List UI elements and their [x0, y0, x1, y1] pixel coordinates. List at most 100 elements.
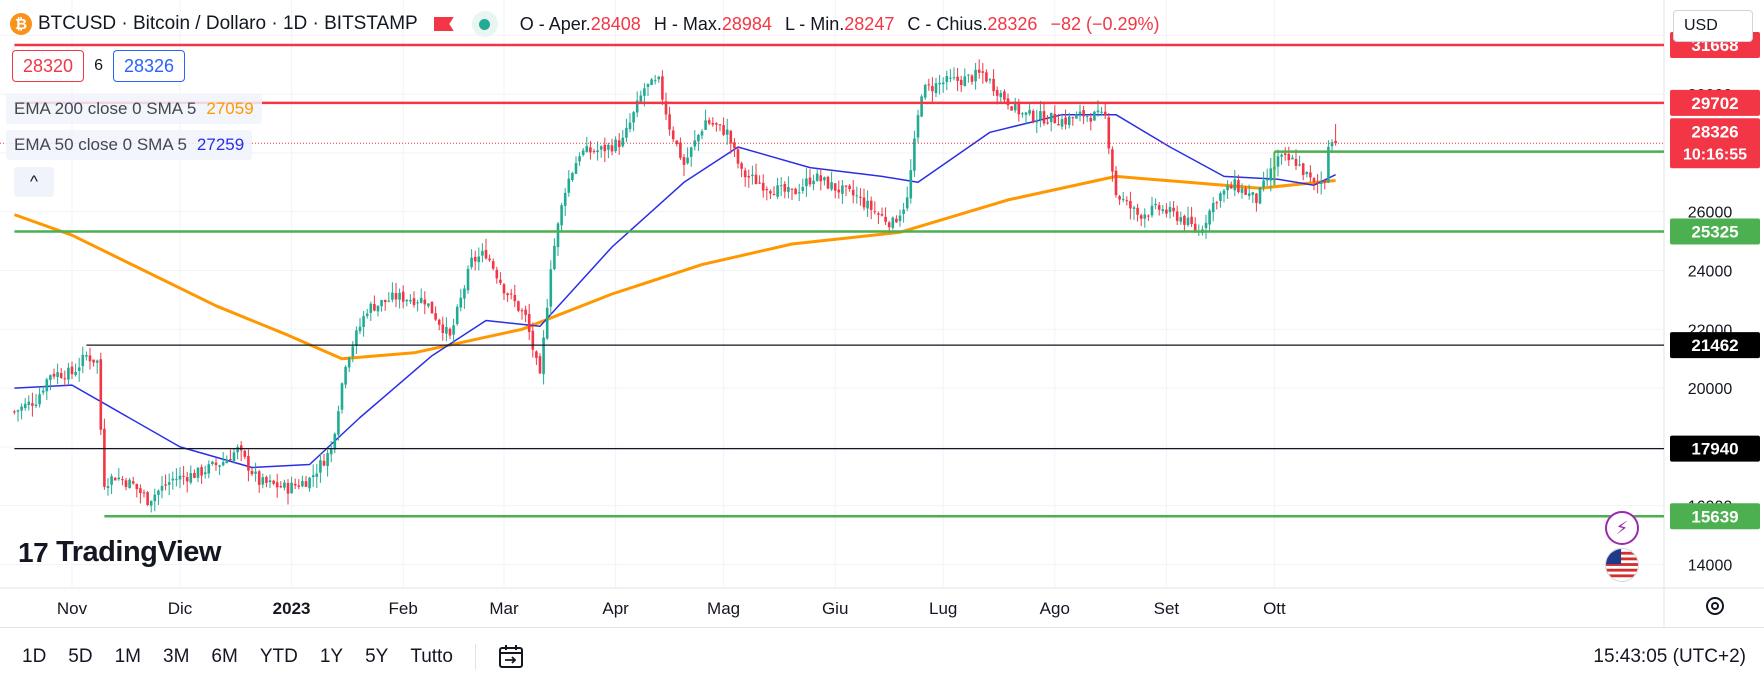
range-all-button[interactable]: Tutto	[410, 645, 453, 667]
candle	[733, 138, 736, 158]
candle	[146, 491, 149, 506]
candle	[801, 178, 805, 194]
candle-body	[1265, 179, 1269, 181]
range-5d-button[interactable]: 5D	[68, 645, 93, 667]
candle-body	[221, 462, 225, 466]
candle	[542, 330, 545, 385]
indicator-ema-200[interactable]: EMA 200 close 0 SMA 5 27059	[6, 94, 262, 124]
candle-body	[229, 459, 232, 461]
candle-body	[1114, 170, 1118, 196]
candle	[1305, 171, 1309, 178]
candle-body	[1301, 163, 1305, 176]
candle	[1334, 123, 1337, 146]
candle	[1309, 165, 1312, 182]
candle-body	[556, 223, 560, 248]
candle-body	[1233, 179, 1237, 191]
candle-body	[1183, 215, 1186, 225]
candle	[1244, 185, 1247, 196]
range-1y-button[interactable]: 1Y	[319, 645, 344, 667]
candle	[175, 468, 178, 487]
candle	[841, 179, 844, 204]
range-1m-button[interactable]: 1M	[114, 645, 141, 667]
candle-body	[589, 147, 592, 153]
calendar-range-icon[interactable]	[496, 643, 526, 671]
candle	[995, 86, 999, 105]
candle-body	[297, 485, 301, 487]
candle-body	[250, 471, 254, 475]
candle	[563, 188, 567, 216]
candle-body	[247, 456, 250, 471]
candle	[164, 474, 167, 491]
candle-body	[830, 182, 833, 190]
us-flag-icon[interactable]	[1605, 548, 1639, 582]
candle-body	[635, 100, 639, 113]
candle-body	[365, 313, 369, 317]
candle	[794, 187, 797, 195]
candle-body	[657, 76, 661, 80]
candle	[340, 382, 344, 414]
candle-body	[729, 130, 733, 144]
candle-body	[927, 84, 931, 86]
indicator-ema-50[interactable]: EMA 50 close 0 SMA 5 27259	[6, 130, 253, 160]
candle-body	[59, 373, 63, 378]
candle	[1179, 211, 1183, 225]
sell-price-button[interactable]: 28320	[12, 50, 85, 82]
currency-selector[interactable]: USD	[1673, 10, 1753, 42]
buy-price-button[interactable]: 28326	[112, 50, 186, 82]
candle-body	[679, 142, 682, 158]
candle	[434, 306, 437, 321]
candle	[427, 303, 430, 309]
candle	[383, 299, 387, 311]
range-6m-button[interactable]: 6M	[211, 645, 238, 667]
candle-body	[200, 467, 203, 476]
candle-body	[401, 291, 405, 302]
candle	[1039, 100, 1042, 128]
candle	[779, 177, 783, 196]
symbol-title[interactable]: BTCUSD · Bitcoin / Dollaro · 1D · BITSTA…	[38, 13, 418, 34]
candle-body	[1161, 209, 1165, 212]
candle-body	[67, 367, 70, 380]
range-1d-button[interactable]: 1D	[22, 645, 47, 667]
candle	[567, 170, 571, 197]
candle-body	[1150, 205, 1154, 216]
candle-body	[243, 450, 247, 457]
tradingview-logo[interactable]: 17 TradingView	[18, 536, 221, 569]
candle	[913, 130, 916, 177]
candle	[596, 141, 599, 161]
candle-body	[722, 125, 725, 135]
bolt-icon[interactable]: ⚡︎	[1605, 511, 1639, 545]
candle	[545, 298, 549, 341]
market-status-icon[interactable]	[471, 11, 498, 37]
countdown-text: 10:16:55	[1683, 146, 1747, 163]
candle-body	[1100, 111, 1103, 113]
candle-body	[1319, 181, 1323, 185]
candle	[517, 300, 520, 313]
candle	[722, 117, 725, 137]
candle-body	[693, 140, 697, 147]
candle-body	[286, 483, 290, 494]
candle	[1114, 166, 1118, 198]
candle	[1237, 174, 1240, 194]
clock-timezone[interactable]: 15:43:05 (UTC+2)	[1593, 645, 1746, 667]
range-3m-button[interactable]: 3M	[163, 645, 190, 667]
candle	[513, 284, 517, 308]
gear-icon[interactable]	[1706, 597, 1724, 615]
candle-body	[1247, 193, 1251, 196]
candle	[704, 109, 707, 130]
candle	[304, 476, 308, 487]
candle	[229, 449, 232, 461]
candle	[1251, 191, 1255, 204]
candle-body	[236, 446, 239, 453]
candle	[279, 481, 283, 489]
flag-icon[interactable]	[433, 17, 454, 31]
collapse-legend-button[interactable]: ^	[14, 167, 54, 197]
candle-body	[301, 481, 304, 487]
candle	[718, 123, 722, 132]
candle-body	[466, 268, 470, 291]
candle	[589, 140, 592, 160]
candle	[877, 211, 880, 225]
range-5y-button[interactable]: 5Y	[365, 645, 389, 667]
range-ytd-button[interactable]: YTD	[259, 645, 298, 667]
price-chart[interactable]: 3200030000280002600024000220002000018000…	[0, 0, 1764, 627]
candle-body	[538, 356, 542, 374]
